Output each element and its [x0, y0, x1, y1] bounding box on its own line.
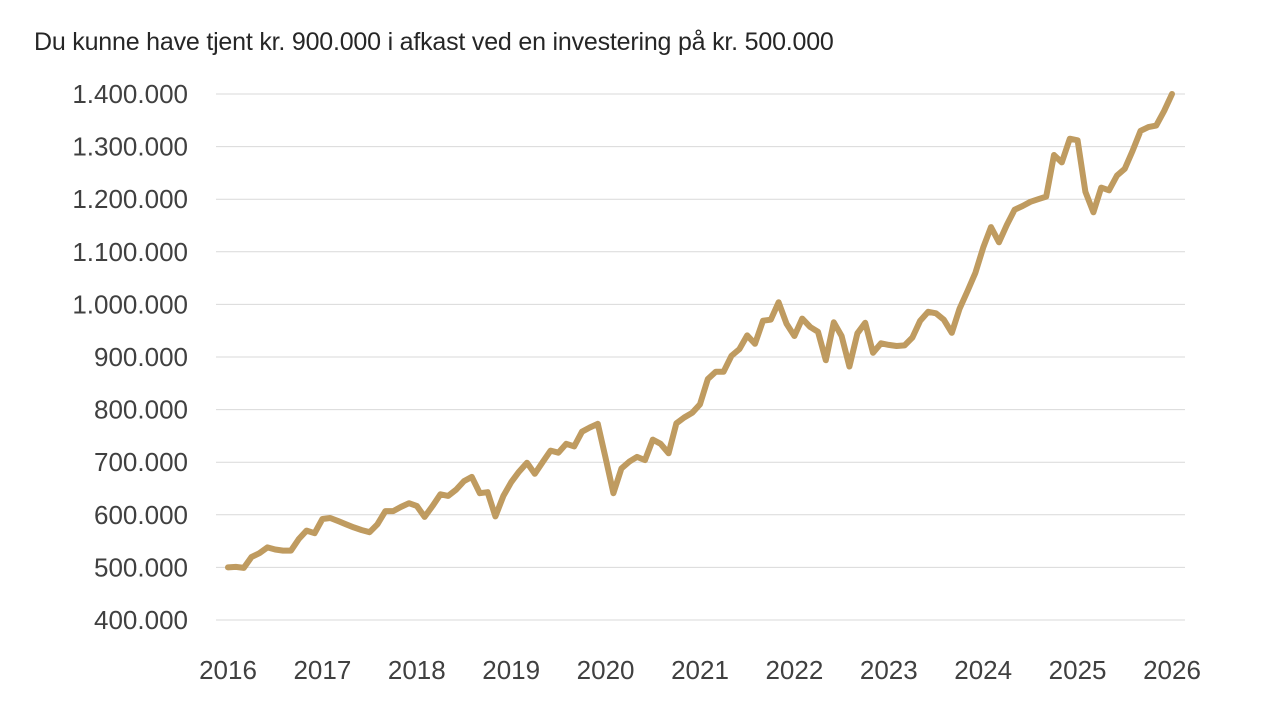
gridlines	[216, 93, 1185, 621]
x-tick-label: 2018	[388, 655, 446, 685]
y-tick-label: 700.000	[94, 447, 188, 477]
x-tick-label: 2016	[199, 655, 257, 685]
y-tick-label: 900.000	[94, 342, 188, 372]
x-tick-label: 2023	[860, 655, 918, 685]
x-tick-label: 2021	[671, 655, 729, 685]
x-tick-label: 2022	[765, 655, 823, 685]
y-tick-label: 500.000	[94, 552, 188, 582]
y-tick-label: 1.000.000	[72, 289, 188, 319]
y-tick-label: 1.300.000	[72, 132, 188, 162]
y-axis-tick-labels: 400.000 500.000 600.000 700.000 800.000 900.0…	[72, 79, 188, 635]
x-tick-label: 2019	[482, 655, 540, 685]
y-tick-label: 1.100.000	[72, 237, 188, 267]
y-tick-label: 1.200.000	[72, 184, 188, 214]
y-tick-label: 600.000	[94, 500, 188, 530]
x-tick-label: 2026	[1143, 655, 1201, 685]
series-line	[225, 91, 1175, 571]
x-tick-label: 2025	[1049, 655, 1107, 685]
x-tick-label: 2024	[954, 655, 1012, 685]
x-axis-tick-labels: 2016 2017 2018 2019 2020 2021 2022 2023 2024 2025…	[199, 655, 1201, 685]
y-tick-label: 800.000	[94, 395, 188, 425]
series-layer	[225, 91, 1175, 571]
chart-title: Du kunne have tjent kr. 900.000 i afkast…	[34, 28, 834, 56]
y-tick-label: 1.400.000	[72, 79, 188, 109]
x-tick-label: 2017	[293, 655, 351, 685]
x-tick-label: 2020	[577, 655, 635, 685]
y-tick-label: 400.000	[94, 605, 188, 635]
